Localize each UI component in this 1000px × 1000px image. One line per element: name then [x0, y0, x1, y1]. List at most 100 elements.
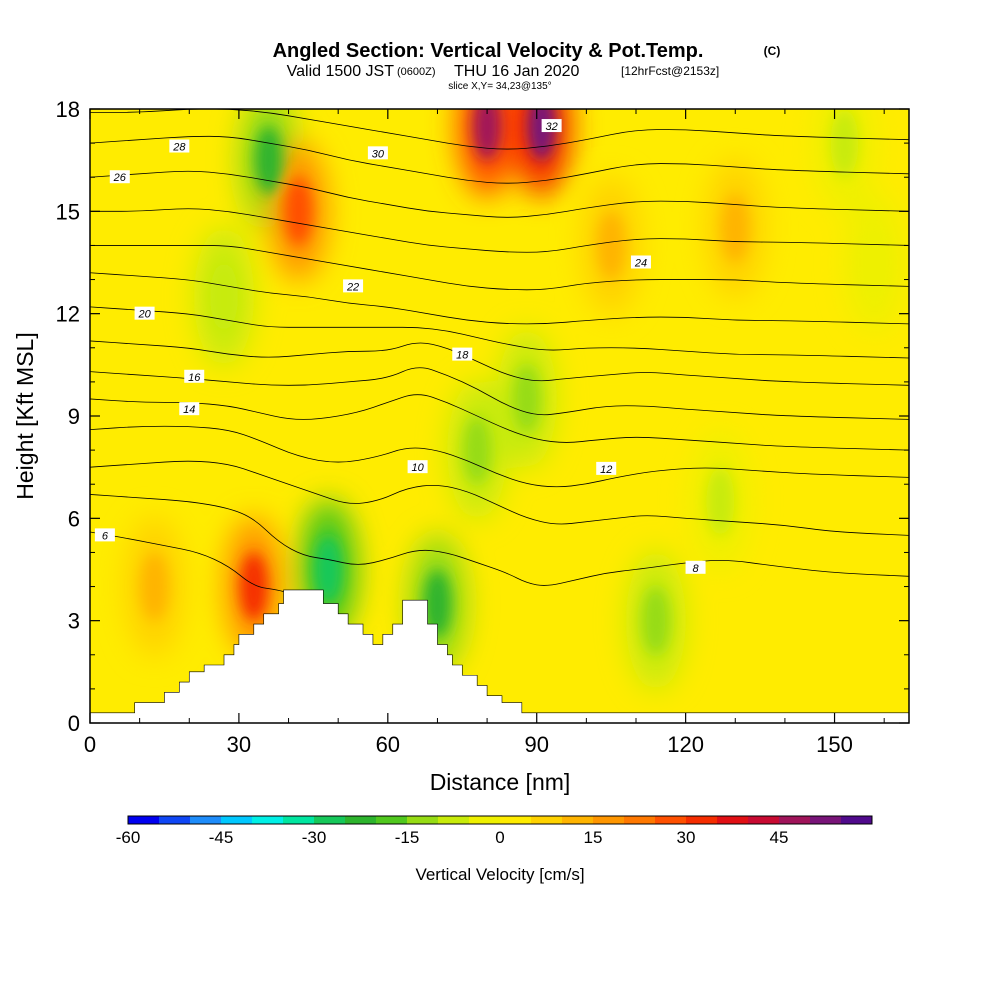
theta-contour-line — [90, 245, 909, 291]
colorbar-swatch — [779, 816, 811, 824]
colorbar-label: Vertical Velocity [cm/s] — [415, 865, 584, 884]
colorbar-swatch — [500, 816, 532, 824]
colorbar-swatch — [841, 816, 873, 824]
chart-subtitle: Valid 1500 JST (0600Z) THU 16 Jan 2020 [… — [287, 63, 720, 80]
contour-label: 10 — [411, 462, 424, 474]
colorbar-swatch — [128, 816, 160, 824]
contour-label-bg — [343, 279, 364, 293]
contour-label: 30 — [372, 148, 385, 160]
contour-label: 8 — [693, 563, 700, 575]
y-tick-label: 3 — [68, 609, 80, 634]
colorbar-swatch — [252, 816, 284, 824]
subtitle-forecast: [12hrFcst@2153z] — [621, 64, 719, 78]
contour-label: 20 — [137, 309, 151, 321]
colorbar-tick-label: 45 — [770, 828, 789, 847]
theta-contour-line — [90, 135, 909, 184]
x-tick-label: 120 — [667, 732, 704, 757]
colorbar-swatch — [810, 816, 842, 824]
y-tick-label: 6 — [68, 506, 80, 531]
colorbar-swatch — [531, 816, 563, 824]
contour-label: 16 — [188, 372, 201, 384]
velocity-feature-core — [210, 262, 239, 331]
contour-label: 28 — [172, 142, 186, 154]
x-tick-label: 30 — [227, 732, 251, 757]
contour-label-bg — [169, 139, 190, 153]
colorbar-swatch — [748, 816, 780, 824]
velocity-feature-core — [641, 586, 670, 655]
y-tick-label: 18 — [56, 97, 80, 122]
x-tick-label: 90 — [524, 732, 548, 757]
contour-label-bg — [630, 255, 651, 269]
colorbar-tick-label: 30 — [677, 828, 696, 847]
velocity-feature-core — [830, 109, 859, 178]
contour-label-bg — [184, 369, 205, 383]
theta-contour-line — [90, 394, 909, 451]
colorbar-tick-label: -30 — [302, 828, 327, 847]
contour-label-bg — [179, 402, 200, 416]
theta-contour-labels: 6 8 10 12 14 16 18 20 22 24 26 28 30 32 — [94, 119, 706, 575]
velocity-feature-core — [463, 416, 492, 485]
colorbar-swatch — [593, 816, 625, 824]
contour-label-bg — [452, 347, 473, 361]
colorbar-tick-label: 0 — [495, 828, 504, 847]
theta-contour-line — [90, 272, 909, 325]
colorbar-swatch — [159, 816, 191, 824]
colorbar-tick-label: 15 — [584, 828, 603, 847]
contour-label-bg — [94, 528, 115, 542]
colorbar: -60 -45 -30 -15 0 15 30 45 — [116, 815, 873, 847]
colorbar-swatch — [469, 816, 501, 824]
contour-label-bg — [596, 461, 617, 475]
contour-label-bg — [367, 146, 388, 160]
colorbar-swatch — [407, 816, 439, 824]
theta-contour-line — [90, 460, 909, 536]
contour-label: 24 — [634, 258, 647, 270]
contour-label-bg — [407, 460, 428, 474]
x-axis: 0 30 60 90 120 150 — [84, 109, 885, 757]
contour-label: 22 — [346, 281, 359, 293]
slice-info: slice X,Y= 34,23@135° — [448, 81, 551, 92]
y-tick-label: 9 — [68, 404, 80, 429]
subtitle-utc: (0600Z) — [397, 66, 436, 78]
contour-label: 14 — [183, 404, 195, 416]
contour-label-bg — [685, 560, 706, 574]
theta-contour-line — [90, 494, 909, 586]
velocity-feature-core — [706, 467, 735, 536]
contour-label-bg — [541, 119, 562, 133]
x-axis-label: Distance [nm] — [430, 769, 571, 795]
velocity-feature-core — [860, 228, 889, 297]
contour-label-bg — [109, 170, 130, 184]
velocity-feature-core — [314, 535, 343, 604]
colorbar-frame — [127, 815, 873, 825]
contour-label: 6 — [102, 530, 109, 542]
colorbar-swatch — [562, 816, 594, 824]
contour-label: 26 — [113, 172, 127, 184]
velocity-feature-core — [473, 109, 502, 161]
colorbar-tick-label: -60 — [116, 828, 141, 847]
colorbar-tick-label: -45 — [209, 828, 234, 847]
theta-contour-line — [90, 170, 909, 218]
theta-contours — [90, 109, 909, 594]
velocity-feature-core — [597, 211, 626, 280]
contour-label: 32 — [545, 121, 557, 133]
theta-contour-line — [90, 425, 909, 488]
chart-title: Angled Section: Vertical Velocity & Pot.… — [273, 40, 704, 62]
velocity-field-core — [140, 109, 889, 655]
colorbar-swatch — [314, 816, 346, 824]
colorbar-swatch — [624, 816, 656, 824]
colorbar-swatch — [283, 816, 315, 824]
theta-contour-line — [90, 208, 909, 253]
colorbar-swatch — [345, 816, 377, 824]
velocity-feature-core — [512, 364, 541, 433]
velocity-feature-core — [140, 552, 169, 621]
contour-label: 18 — [456, 350, 469, 362]
velocity-feature-core — [239, 552, 268, 621]
x-tick-label: 60 — [376, 732, 400, 757]
colorbar-swatch — [655, 816, 687, 824]
colorbar-swatch — [438, 816, 470, 824]
colorbar-swatch — [221, 816, 253, 824]
contour-label: 12 — [600, 464, 612, 476]
velocity-feature-core — [284, 177, 313, 246]
subtitle-date: THU 16 Jan 2020 — [454, 63, 580, 80]
velocity-feature-core — [423, 569, 452, 638]
